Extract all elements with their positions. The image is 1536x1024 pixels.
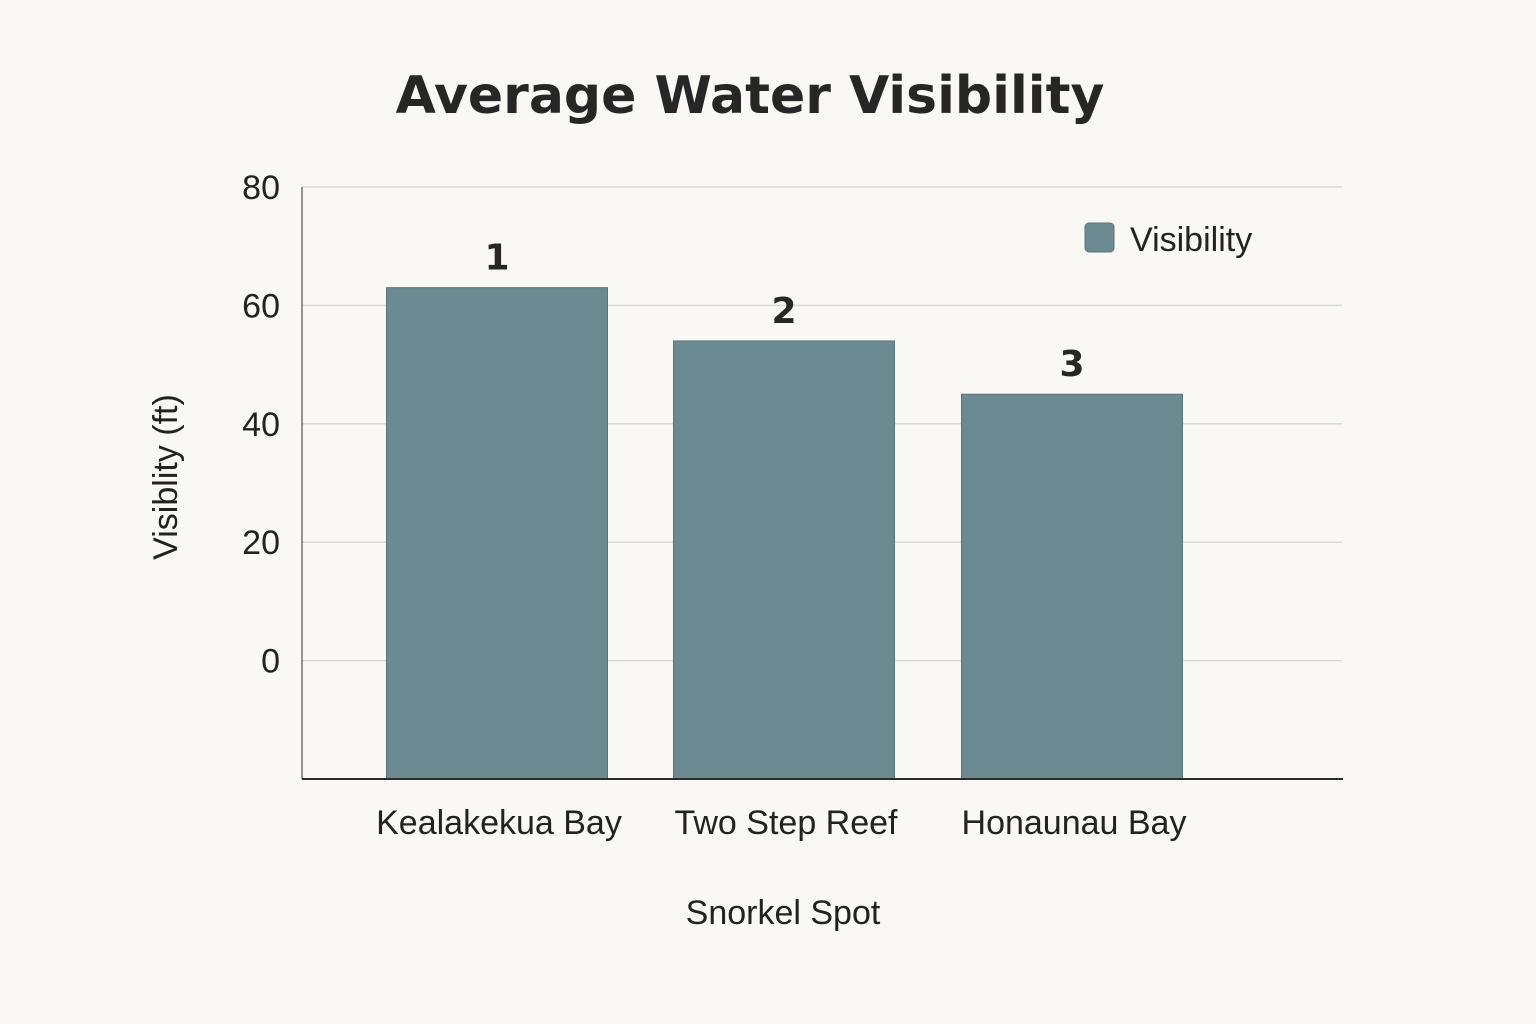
bar bbox=[673, 340, 895, 780]
y-tick-label: 0 bbox=[261, 643, 280, 681]
chart-title: Average Water Visibility bbox=[396, 66, 1105, 126]
legend-label: Visibility bbox=[1130, 221, 1252, 259]
x-category-label: Kealakekua Bay bbox=[376, 804, 622, 842]
bar bbox=[386, 287, 608, 780]
bar-data-label: 2 bbox=[771, 291, 796, 332]
data-labels: 1 2 3 bbox=[484, 238, 1084, 386]
legend: Visibility bbox=[1084, 221, 1252, 259]
y-tick-label: 60 bbox=[242, 287, 280, 325]
bars bbox=[386, 287, 1183, 780]
y-tick-label: 80 bbox=[242, 169, 280, 207]
y-tick-label: 20 bbox=[242, 524, 280, 562]
legend-swatch bbox=[1084, 222, 1115, 253]
bar-data-label: 3 bbox=[1059, 344, 1084, 385]
y-axis-title: Visiblity (ft) bbox=[147, 394, 185, 560]
x-axis-title: Snorkel Spot bbox=[686, 894, 881, 932]
bar bbox=[961, 393, 1183, 780]
bar-data-label: 1 bbox=[484, 238, 509, 279]
y-tick-label: 40 bbox=[242, 406, 280, 444]
x-category-label: Honaunau Bay bbox=[962, 804, 1187, 842]
x-category-label: Two Step Reef bbox=[674, 804, 898, 842]
y-axis-ticks: 80 60 40 20 0 bbox=[242, 169, 280, 681]
x-axis-categories: Kealakekua Bay Two Step Reef Honaunau Bay bbox=[376, 804, 1186, 842]
